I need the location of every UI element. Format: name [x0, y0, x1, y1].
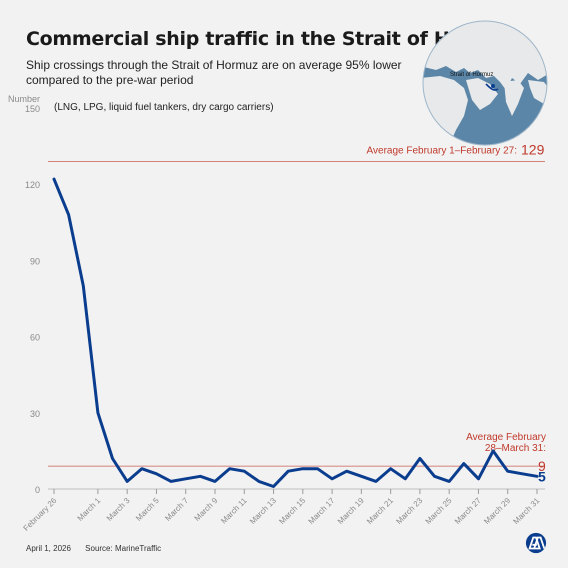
x-tick-label: March 5: [134, 496, 161, 523]
globe-land-arabia: [466, 78, 498, 110]
x-tick-label: March 23: [394, 496, 424, 526]
globe-land-southeast-asia: [528, 80, 547, 104]
globe-land-europe-asia: [423, 21, 547, 90]
x-tick-label: March 15: [277, 496, 307, 526]
chart-title: Commercial ship traffic in the Strait of…: [26, 28, 515, 50]
footer-date: April 1, 2026: [26, 544, 71, 553]
x-tick-label: March 21: [365, 496, 395, 526]
x-tick-label: March 31: [511, 496, 541, 526]
x-tick-label: March 3: [105, 496, 132, 523]
hormuz-arrow-icon: [485, 83, 499, 91]
hormuz-marker: [491, 84, 495, 88]
x-tick-label: March 13: [248, 496, 278, 526]
x-tick-label: March 11: [219, 496, 249, 526]
x-tick-label: March 7: [163, 496, 190, 523]
x-tick-label: March 1: [76, 496, 103, 523]
x-tick-label: March 17: [307, 496, 337, 526]
reference-value-prewar: 129: [521, 141, 545, 157]
y-tick-label: 90: [30, 256, 40, 266]
y-tick-label: 30: [30, 409, 40, 419]
y-tick-label: 60: [30, 333, 40, 343]
reference-label-postwar-line1: Average February: [466, 432, 546, 443]
footer: April 1, 2026 Source: MarineTraffic: [26, 544, 173, 553]
series-annotation: (LNG, LPG, liquid fuel tankers, dry carg…: [54, 102, 274, 113]
globe-land-india: [504, 80, 524, 116]
reference-label-prewar: Average February 1–February 27:: [367, 145, 517, 156]
footer-source: Source: MarineTraffic: [85, 544, 162, 553]
x-tick-label: March 29: [482, 496, 512, 526]
chart-subtitle: Ship crossings through the Strait of Hor…: [26, 58, 402, 87]
last-value-label: 5: [538, 468, 546, 484]
aa-logo-icon: [525, 532, 547, 554]
y-tick-label: 150: [25, 104, 40, 114]
x-tick-label: March 27: [453, 496, 483, 526]
reference-label-postwar-line2: 28–March 31:: [485, 443, 546, 454]
x-tick-label: February 26: [22, 496, 59, 533]
globe-label: Strait of Hormuz: [450, 72, 493, 78]
x-tick-label: March 19: [336, 496, 366, 526]
x-tick-label: March 25: [424, 496, 454, 526]
reference-value-postwar: 9: [538, 458, 546, 474]
series-line: [52, 177, 539, 488]
globe-map: Strait of Hormuz: [422, 20, 548, 146]
y-axis-label: Number: [8, 94, 40, 104]
y-tick-label: 0: [35, 485, 40, 495]
x-tick-label: March 9: [193, 496, 220, 523]
y-tick-label: 120: [25, 180, 40, 190]
